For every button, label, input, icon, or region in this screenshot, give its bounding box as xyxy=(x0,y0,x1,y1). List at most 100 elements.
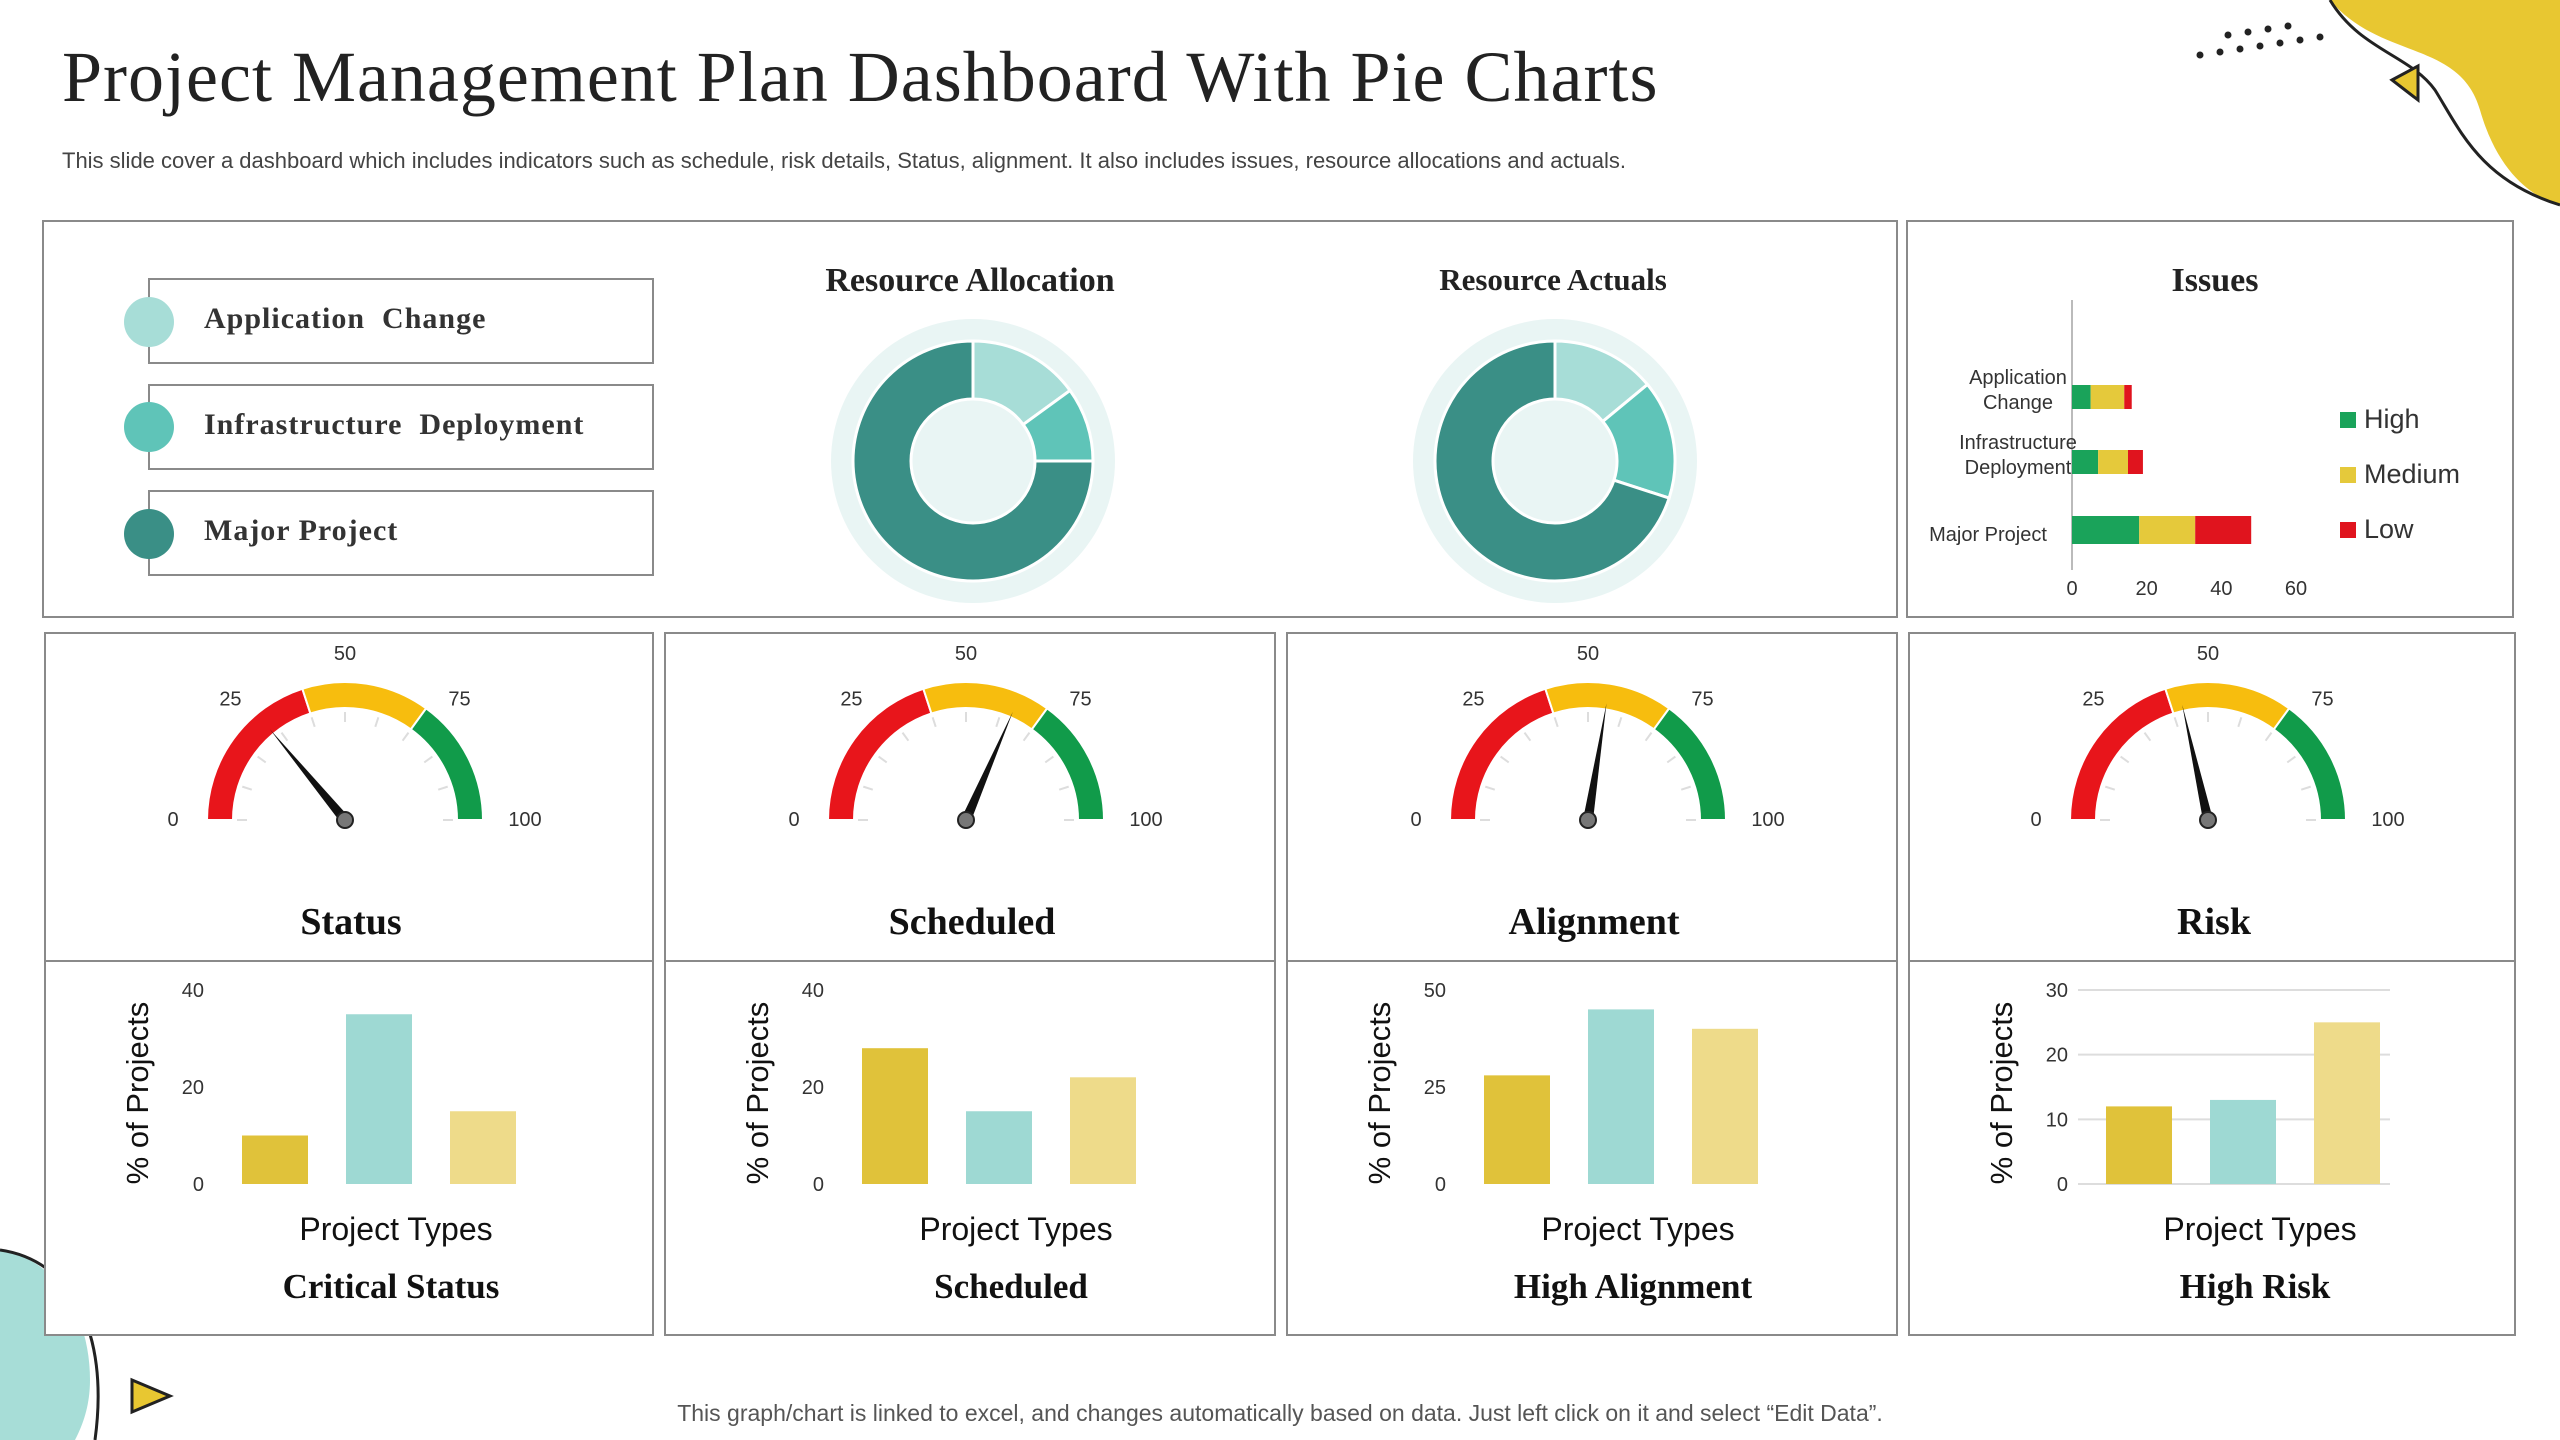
bar-y-tick: 0 xyxy=(1435,1174,1446,1196)
gauge-minor-tick xyxy=(2143,732,2152,742)
bar-cell-critical-status: 0 20 40 % of Projects Project Types Critical … xyxy=(44,960,654,1336)
bar-x-axis-label: Project Types xyxy=(2163,1211,2356,1247)
gauge-hub xyxy=(1579,811,1597,829)
bar-y-tick: 20 xyxy=(802,1077,824,1099)
gauge-band-3 xyxy=(1030,706,1106,821)
bar-1 xyxy=(2106,1106,2172,1184)
bar-y-tick: 20 xyxy=(182,1077,204,1099)
gauge-minor-tick xyxy=(878,755,888,764)
gauge-needle xyxy=(269,729,349,824)
gauge-minor-tick xyxy=(1553,716,1559,728)
gauge-tick-label: 75 xyxy=(448,688,470,710)
issues-bar-low xyxy=(2124,385,2132,409)
gauge-minor-tick xyxy=(1022,732,1031,742)
bar-1 xyxy=(1484,1075,1550,1184)
bar-y-tick: 0 xyxy=(813,1174,824,1196)
gauge-minor-tick xyxy=(257,755,267,764)
issues-x-tick: 0 xyxy=(2066,578,2077,600)
corner-decoration-top-right xyxy=(2196,0,2560,207)
gauge-needle xyxy=(961,711,1013,822)
gauge-tick-label: 75 xyxy=(1069,688,1091,710)
gauge-minor-tick xyxy=(1500,755,1510,764)
gauge-tick-label: 25 xyxy=(1462,688,1484,710)
gauge-cell-risk: 0 25 50 75 100 Risk xyxy=(1908,632,2516,962)
bar-y-axis-label: % of Projects xyxy=(1984,1002,2019,1185)
gauge-minor-tick xyxy=(2104,785,2116,791)
issues-category-label: Infrastructure Deployment xyxy=(1959,432,2077,479)
gauge-minor-tick xyxy=(2300,785,2312,791)
gauge-tick-label: 100 xyxy=(1129,809,1162,831)
page-subtitle: This slide cover a dashboard which inclu… xyxy=(62,148,1627,173)
bar-chart-title: Critical Status xyxy=(283,1267,500,1306)
gauge-tick-label: 75 xyxy=(2311,688,2333,710)
issues-bar-medium xyxy=(2090,385,2125,409)
gauge-minor-tick xyxy=(2286,755,2296,764)
issues-bar-high xyxy=(2072,385,2091,409)
gauge-minor-tick xyxy=(423,755,433,764)
bar-y-axis-label: % of Projects xyxy=(120,1002,155,1185)
bar-y-tick: 20 xyxy=(2046,1045,2068,1067)
bar-chart-high-alignment: 0 25 50 % of Projects Project Types High Alig… xyxy=(1362,980,1758,1306)
bar-x-axis-label: Project Types xyxy=(299,1211,492,1247)
issues-bar-medium xyxy=(2098,450,2128,474)
legend-dot-application-change xyxy=(124,297,174,347)
bar-3 xyxy=(2314,1022,2380,1184)
gauge-minor-tick xyxy=(931,716,937,728)
bar-2 xyxy=(1588,1009,1654,1184)
gauge-tick-label: 0 xyxy=(2030,809,2041,831)
footer-note: This graph/chart is linked to excel, and… xyxy=(677,1400,1883,1426)
bar-cell-scheduled: 0 20 40 % of Projects Project Types Scheduled xyxy=(664,960,1276,1336)
gauge-minor-tick xyxy=(1644,732,1653,742)
gauge-band-2 xyxy=(1544,681,1671,731)
gauge-band-3 xyxy=(409,706,485,821)
bar-2 xyxy=(2210,1099,2276,1184)
bar-3 xyxy=(1070,1077,1136,1184)
gauge-hub xyxy=(2199,811,2217,829)
gauge-tick-label: 50 xyxy=(1577,643,1599,665)
gauge-minor-tick xyxy=(901,732,910,742)
bar-x-axis-label: Project Types xyxy=(919,1211,1112,1247)
gauge-minor-tick xyxy=(1680,785,1692,791)
bar-cell-high-alignment: 0 25 50 % of Projects Project Types High Alig… xyxy=(1286,960,1898,1336)
issues-legend-medium: Medium xyxy=(2364,459,2460,489)
gauge-tick-label: 25 xyxy=(2082,688,2104,710)
issues-legend-high: High xyxy=(2364,404,2420,434)
gauge-minor-tick xyxy=(862,785,874,791)
bar-y-tick: 30 xyxy=(2046,980,2068,1002)
bar-2 xyxy=(346,1014,412,1184)
gauge-tick-label: 25 xyxy=(840,688,862,710)
issues-category-label: Application Change xyxy=(1969,367,2067,414)
gauge-hub xyxy=(336,811,354,829)
bar-3 xyxy=(450,1111,516,1184)
issues-bar-high xyxy=(2072,450,2099,474)
gauge-minor-tick xyxy=(401,732,410,742)
gauge-tick-label: 100 xyxy=(1751,809,1784,831)
legend-label-infrastructure-deployment: Infrastructure Deployment xyxy=(204,408,585,441)
issues-legend-swatch-low xyxy=(2340,522,2356,538)
bar-y-axis-label: % of Projects xyxy=(1362,1002,1397,1185)
gauge-minor-tick xyxy=(1044,755,1054,764)
bar-1 xyxy=(242,1135,308,1184)
bar-y-tick: 0 xyxy=(2057,1174,2068,1196)
bar-y-tick: 0 xyxy=(193,1174,204,1196)
gauge-title-risk: Risk xyxy=(2177,901,2252,943)
bar-x-axis-label: Project Types xyxy=(1541,1211,1734,1247)
legend-dot-major-project xyxy=(124,509,174,559)
legend-label-application-change: Application Change xyxy=(204,302,487,335)
bar-chart-critical-status: 0 20 40 % of Projects Project Types Critical … xyxy=(120,980,516,1306)
gauge-minor-tick xyxy=(2120,755,2130,764)
resource-actuals-slice-3 xyxy=(1433,339,1672,583)
gauge-tick-label: 50 xyxy=(2197,643,2219,665)
page-title: Project Management Plan Dashboard With P… xyxy=(62,37,1659,117)
gauge-alignment: 0 25 50 75 100 Alignment xyxy=(1410,643,1784,943)
gauge-minor-tick xyxy=(2264,732,2273,742)
gauge-minor-tick xyxy=(1666,755,1676,764)
issues-x-tick: 40 xyxy=(2210,578,2232,600)
gauge-title-status: Status xyxy=(300,901,401,943)
legend-label-major-project: Major Project xyxy=(204,514,399,547)
legend-row-application-change xyxy=(148,278,654,364)
gauge-needle xyxy=(2182,704,2213,822)
gauge-tick-label: 25 xyxy=(219,688,241,710)
gauge-tick-label: 0 xyxy=(788,809,799,831)
bar-chart-scheduled: 0 20 40 % of Projects Project Types Scheduled xyxy=(740,980,1136,1306)
